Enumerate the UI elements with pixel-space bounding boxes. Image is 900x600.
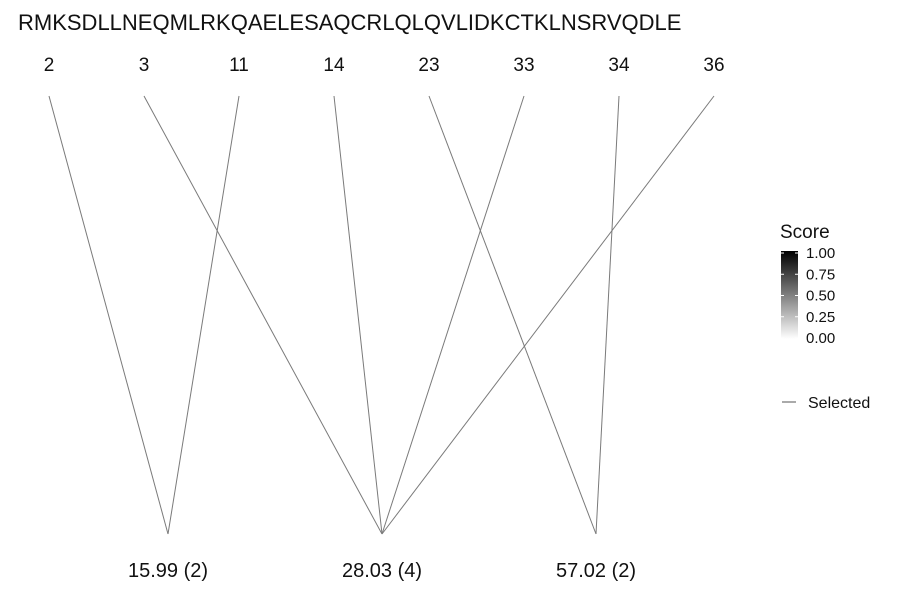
position-label-34: 34 — [608, 55, 630, 76]
link-3-to-mass-2 — [143, 95, 383, 535]
position-labels: 2 3 11 14 23 33 34 36 — [44, 55, 725, 76]
legend-tick-label-3: 0.25 — [806, 309, 835, 326]
legend-tick-label-1: 0.75 — [806, 266, 835, 283]
position-label-23: 23 — [418, 55, 439, 76]
link-34-to-mass-3 — [595, 95, 620, 535]
legend: Score 1.00 0.75 0.50 0.25 0.00 Selected — [780, 222, 870, 412]
link-14-to-mass-2 — [333, 95, 383, 535]
link-33-to-mass-2 — [381, 95, 525, 535]
position-label-14: 14 — [323, 55, 345, 76]
legend-tick-label-4: 0.00 — [806, 330, 835, 347]
position-label-36: 36 — [703, 55, 724, 76]
link-36-to-mass-2 — [381, 95, 715, 535]
legend-colorbar — [781, 251, 798, 339]
legend-tick-label-0: 1.00 — [806, 245, 835, 262]
position-label-11: 11 — [229, 55, 249, 76]
mass-label-2: 28.03 (4) — [342, 560, 422, 582]
legend-selected-label: Selected — [808, 395, 870, 412]
mass-label-1: 15.99 (2) — [128, 560, 208, 582]
link-2-to-mass-1 — [48, 95, 169, 535]
mass-label-3: 57.02 (2) — [556, 560, 636, 582]
position-label-33: 33 — [513, 55, 534, 76]
mass-labels: 15.99 (2) 28.03 (4) 57.02 (2) — [128, 560, 636, 582]
legend-tick-label-2: 0.50 — [806, 288, 835, 305]
links-group — [48, 95, 715, 535]
legend-title: Score — [780, 222, 830, 243]
link-11-to-mass-1 — [167, 95, 240, 535]
position-label-3: 3 — [139, 55, 150, 76]
link-23-to-mass-3 — [428, 95, 597, 535]
sequence-label: RMKSDLLNEQMLRKQAELESAQCRLQLQVLIDKCTKLNSR… — [18, 10, 681, 35]
legend-ticks: 1.00 0.75 0.50 0.25 0.00 — [781, 245, 835, 347]
position-label-2: 2 — [44, 55, 55, 76]
